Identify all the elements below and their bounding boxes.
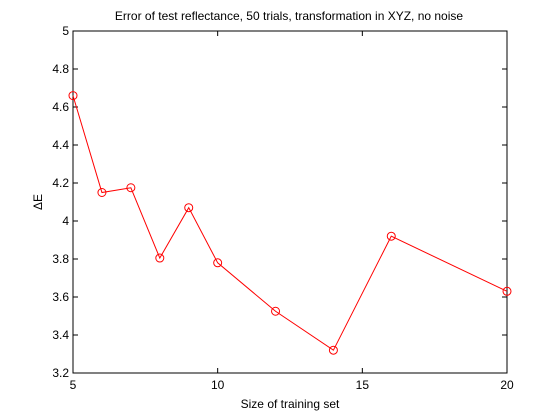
data-point xyxy=(184,203,194,213)
data-point xyxy=(68,91,78,101)
y-tick-label: 4.8 xyxy=(52,62,69,76)
data-point xyxy=(386,231,396,241)
ticks-layer: 5 10 15 20 3.2 3.4 3.6 3.8 4 4.2 4.4 4.6 4.8 5 xyxy=(52,24,514,392)
series-line xyxy=(72,95,508,351)
x-tick-label: 15 xyxy=(356,378,370,392)
series-layer xyxy=(68,91,512,355)
x-axis-label: Size of training set xyxy=(241,397,340,411)
data-point xyxy=(502,286,512,296)
x-tick-label: 5 xyxy=(70,378,77,392)
y-tick-label: 3.8 xyxy=(52,252,69,266)
chart-title: Error of test reflectance, 50 trials, tr… xyxy=(115,9,463,23)
plot-area xyxy=(72,30,508,374)
x-tick-label: 10 xyxy=(211,378,225,392)
y-tick-label: 5 xyxy=(62,24,69,38)
y-tick-label: 3.6 xyxy=(52,290,69,304)
data-point xyxy=(271,306,281,316)
y-tick-label: 4 xyxy=(62,214,69,228)
data-point xyxy=(328,345,338,355)
y-tick-label: 4.4 xyxy=(52,138,69,152)
data-point xyxy=(155,253,165,263)
y-tick-label: 3.2 xyxy=(52,366,69,380)
y-tick-label: 3.4 xyxy=(52,328,69,342)
data-point xyxy=(97,188,107,197)
data-point xyxy=(213,258,223,268)
y-tick-label: 4.2 xyxy=(52,176,69,190)
x-tick-label: 20 xyxy=(500,378,514,392)
y-axis-label: ΔE xyxy=(31,194,45,210)
data-point xyxy=(126,183,136,193)
y-tick-label: 4.6 xyxy=(52,100,69,114)
